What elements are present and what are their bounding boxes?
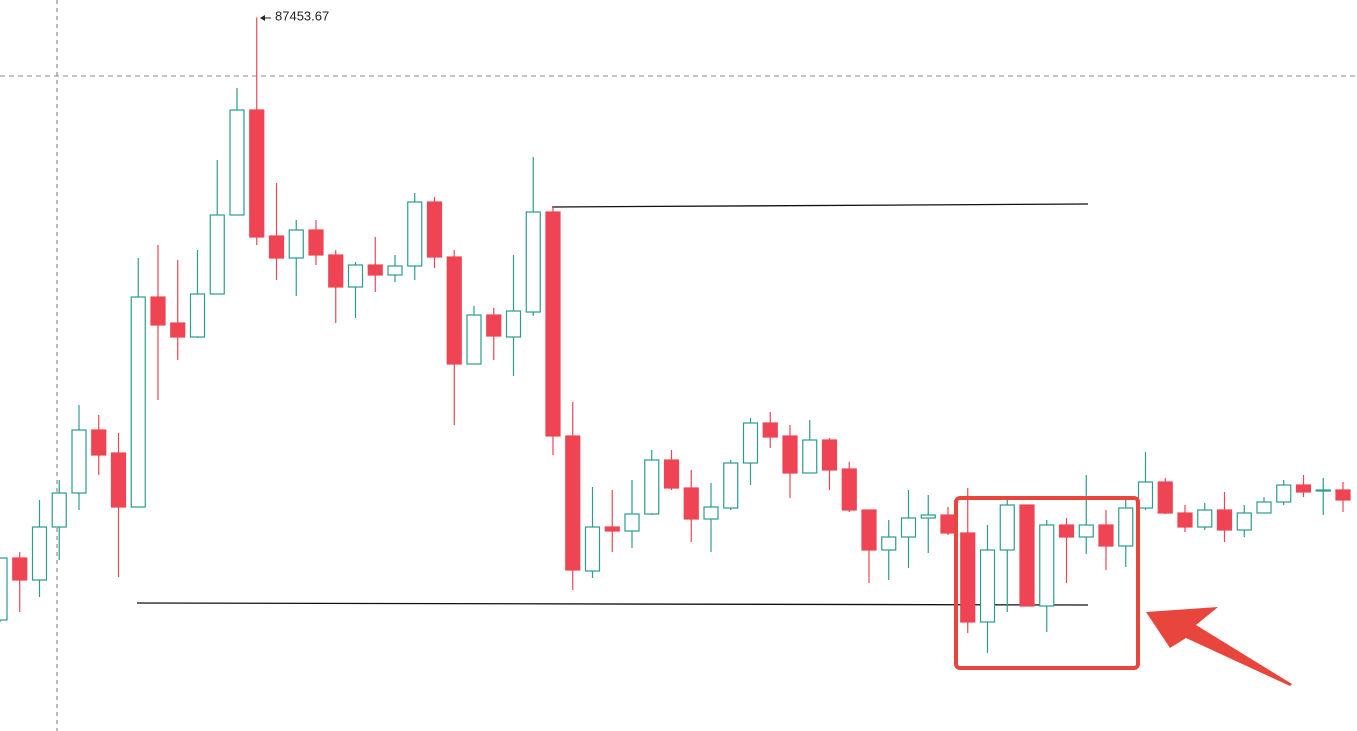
candle-body	[1276, 484, 1292, 503]
candle-body	[1197, 509, 1213, 528]
candle-body	[979, 549, 996, 623]
candle-body	[1295, 484, 1312, 493]
candle-body	[604, 526, 620, 532]
candle-body	[723, 462, 739, 509]
candle-body	[130, 296, 146, 508]
candle-body	[920, 514, 936, 519]
candle-body	[71, 429, 87, 494]
candle-body	[703, 506, 719, 520]
candle-body	[170, 322, 186, 338]
candle-body	[268, 235, 285, 259]
candle-body	[505, 310, 522, 338]
candle-body	[31, 526, 48, 581]
candle-body	[328, 254, 344, 288]
candle-body	[663, 459, 680, 489]
candle-body	[545, 211, 561, 437]
candle-body	[229, 109, 245, 216]
candle-body	[742, 422, 759, 464]
candle-body	[861, 509, 877, 551]
candle-body	[308, 229, 324, 256]
candle-body	[12, 557, 28, 581]
candle-body	[1216, 509, 1233, 531]
candle-body	[1236, 512, 1252, 531]
candle-body	[347, 264, 364, 288]
candle-body	[51, 492, 67, 528]
pointer-arrow	[1146, 607, 1292, 686]
candle-body	[1039, 524, 1055, 607]
candle-body	[644, 459, 660, 515]
candle-body	[1335, 489, 1351, 501]
candle-body	[426, 201, 443, 258]
candles	[0, 17, 1351, 653]
candle-body	[249, 109, 265, 238]
candle-body	[407, 201, 423, 267]
candle-body	[525, 211, 541, 313]
candle-body	[0, 557, 8, 621]
highlight-box	[954, 496, 1140, 670]
candle-body	[110, 452, 127, 508]
candle-body	[486, 314, 502, 337]
candle-body	[999, 504, 1015, 551]
candle-body	[1078, 524, 1094, 538]
candle-body	[1157, 481, 1173, 514]
candle-body	[960, 532, 976, 623]
candle-body	[367, 264, 383, 276]
candle-body	[802, 439, 818, 474]
candle-body	[565, 435, 581, 571]
candle-body	[940, 514, 956, 534]
candle-body	[881, 536, 897, 551]
support-line	[136, 602, 1089, 606]
candle-body	[446, 256, 462, 365]
candle-body	[209, 214, 225, 295]
candle-body	[150, 296, 166, 326]
resistance-line	[551, 203, 1089, 208]
candle-body	[1058, 524, 1075, 538]
candle-body	[466, 314, 482, 365]
candle-body	[821, 439, 838, 471]
label-arrow-head	[260, 15, 265, 21]
candle-body	[189, 293, 206, 338]
candle-body	[91, 429, 107, 456]
candle-body	[387, 265, 403, 276]
high-label: 87453.67	[275, 8, 329, 23]
candle-body	[288, 229, 304, 259]
candle-body	[1137, 481, 1154, 509]
candle-body	[762, 422, 778, 438]
candle-body	[1256, 501, 1272, 514]
candle-body	[683, 487, 699, 520]
candle-body	[584, 526, 601, 572]
candle-body	[1019, 504, 1035, 607]
candle-body	[1177, 512, 1193, 528]
candle-body	[624, 513, 640, 532]
candle-body	[900, 517, 917, 538]
candle-body	[782, 435, 798, 474]
candle-body	[841, 468, 857, 511]
candle-body	[1118, 507, 1134, 547]
candle-body	[1315, 489, 1331, 492]
candle-body	[1098, 524, 1114, 547]
